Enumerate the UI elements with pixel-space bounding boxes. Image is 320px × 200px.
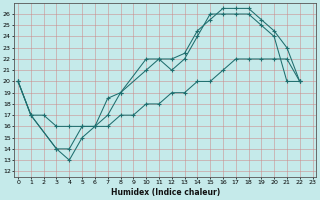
- X-axis label: Humidex (Indice chaleur): Humidex (Indice chaleur): [111, 188, 220, 197]
